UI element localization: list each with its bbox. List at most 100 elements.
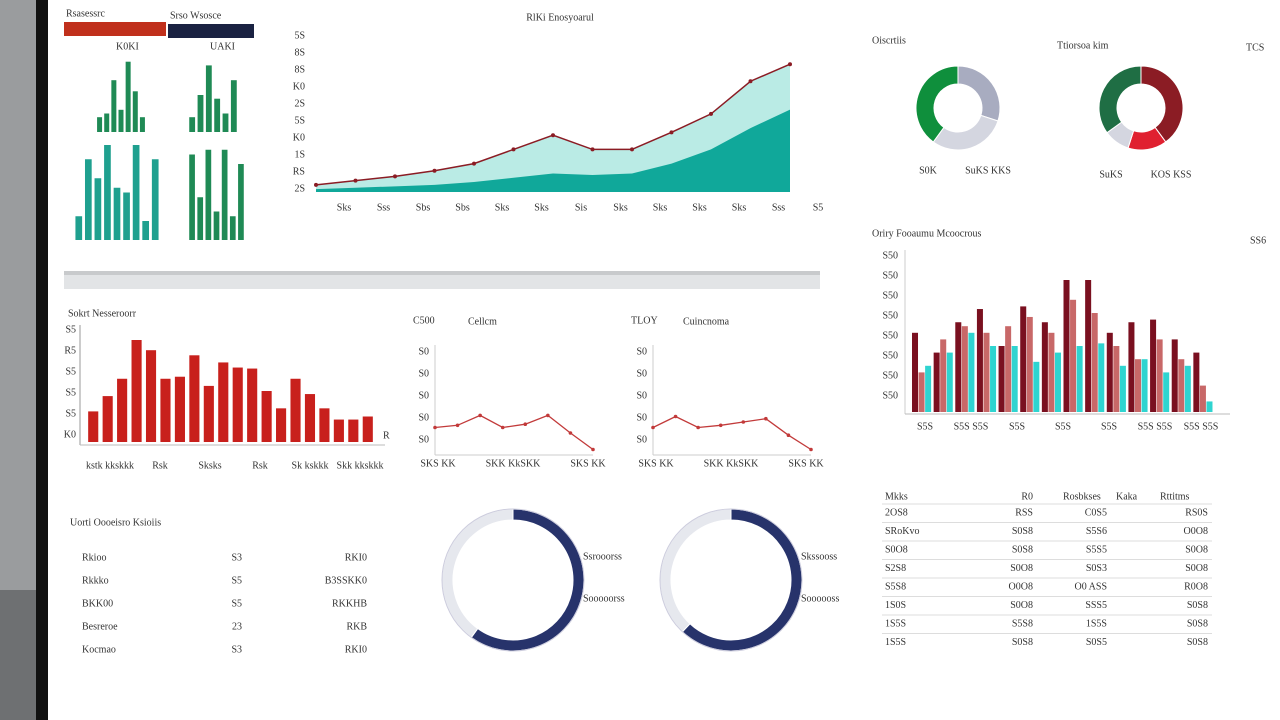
y-tick-label: 5S (294, 115, 305, 126)
area (316, 64, 790, 192)
bar (113, 187, 121, 240)
point (455, 423, 460, 428)
bar (88, 411, 99, 442)
x-tick-label: Sss (377, 202, 390, 213)
bar (290, 378, 301, 442)
donut-segment (1140, 65, 1184, 143)
bar (998, 346, 1005, 412)
legend-label: KOS KSS (1151, 169, 1192, 180)
point (809, 447, 813, 452)
x-tick-label: SKS KK (788, 458, 824, 469)
table-header: Rosbkses (1063, 491, 1101, 502)
bar (94, 178, 102, 240)
x-tick-label: Sks (534, 202, 549, 213)
point (551, 133, 555, 138)
chart-title: Sokrt Nesseroorr (68, 308, 137, 319)
table-cell: 23 (232, 621, 242, 632)
table-cell: S5S6 (1086, 526, 1107, 537)
chart-title: Oriry Fooaumu Mcoocrous (872, 228, 982, 239)
y-tick-label: S5 (65, 366, 76, 377)
table-cell: S0O8 (1010, 600, 1033, 611)
bar (1026, 316, 1033, 412)
x-tick-label: S5S (1055, 421, 1071, 432)
bar (214, 98, 221, 132)
label: TCS (1246, 42, 1264, 53)
x-tick-label: Sks (613, 202, 628, 213)
y-tick-label: S50 (882, 290, 898, 301)
point (718, 423, 723, 428)
bar (205, 65, 212, 132)
bar (118, 109, 124, 132)
table-cell: C0S5 (1085, 507, 1107, 518)
point (741, 420, 746, 424)
table-cell: S0S3 (1086, 563, 1107, 574)
bar (1119, 365, 1126, 412)
bar (1005, 326, 1012, 412)
bar (174, 376, 185, 442)
table-cell: RKI0 (345, 552, 367, 563)
bar (955, 322, 962, 412)
y-tick-label: S0 (418, 368, 429, 379)
table-cell: O0 ASS (1074, 581, 1107, 592)
area (316, 109, 790, 192)
ring-outline (441, 508, 585, 652)
bar (222, 113, 229, 132)
bar (203, 385, 214, 442)
bar (205, 149, 212, 240)
table-cell: B3SSKK0 (325, 575, 367, 586)
point (353, 178, 358, 183)
table-cell: Rkioo (82, 552, 106, 563)
point (764, 416, 768, 421)
x-tick-label: S5S S5S (954, 421, 989, 432)
table-cell: S5 (231, 575, 242, 586)
x-tick-label: S5S S5S (1138, 421, 1173, 432)
donut-segment (1098, 65, 1142, 134)
y-tick-label: S0 (418, 434, 429, 445)
table-header: Rttitms (1160, 491, 1190, 502)
y-tick-label: 2S (294, 183, 305, 194)
x-tick-label: Sks (495, 202, 510, 213)
y-tick-label: K0 (64, 429, 76, 440)
bar (968, 332, 975, 412)
bar (160, 378, 171, 442)
table-cell: S0S8 (1012, 526, 1033, 537)
y-tick-label: 1S (294, 149, 305, 160)
bar (1206, 401, 1213, 412)
point (630, 147, 634, 152)
y-tick-label: S0 (418, 346, 429, 357)
y-tick-label: S0 (418, 390, 429, 401)
table-cell: S5S8 (885, 581, 906, 592)
bar (1134, 359, 1141, 412)
donut-segment (915, 65, 959, 143)
point (786, 433, 791, 438)
table-cell: RS0S (1185, 507, 1208, 518)
bar (247, 368, 258, 442)
x-tick-label: S5S (1009, 421, 1025, 432)
chart-title: C500 (413, 315, 435, 326)
bar (75, 216, 83, 240)
bar (117, 378, 128, 442)
label: Srso Wsosce (170, 10, 222, 21)
table-cell: S0O8 (1185, 563, 1208, 574)
table-cell: SSS5 (1085, 600, 1107, 611)
chart-title: Ttiorsoa kim (1057, 40, 1109, 51)
label: Rsasessrc (66, 8, 105, 19)
y-tick-label: S50 (882, 270, 898, 281)
bar (1091, 313, 1098, 412)
point (432, 168, 437, 173)
bar (362, 416, 373, 442)
table-cell: Besreroe (82, 621, 118, 632)
table-header: Mkks (885, 491, 908, 502)
bar (197, 95, 204, 132)
y-tick-label: RS (293, 166, 305, 177)
table-cell: RKKHB (332, 598, 367, 609)
bar (1041, 322, 1048, 412)
chart-title: Cellcm (468, 316, 497, 327)
point (748, 79, 753, 84)
x-tick-label: Sks (732, 202, 747, 213)
bar (990, 346, 997, 412)
y-tick-label: S5 (65, 324, 76, 335)
separator (64, 271, 820, 275)
bar (319, 408, 330, 442)
table-cell: SRoKvo (885, 526, 919, 537)
